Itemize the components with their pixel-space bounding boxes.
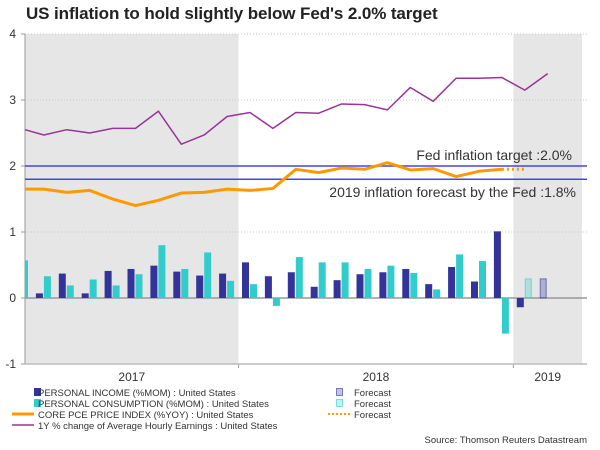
consumption-bar: [341, 262, 349, 298]
x-year-labels: 2017 2018 2019: [118, 370, 561, 384]
income-bar: [310, 286, 318, 298]
consumption-bar: [456, 254, 464, 298]
income-bar: [425, 284, 433, 298]
source-note: Source: Thomson Reuters Datastream: [425, 435, 588, 446]
reference-line-label: 2019 inflation forecast by the Fed :1.8%: [329, 184, 576, 200]
x-label-2018: 2018: [363, 370, 390, 384]
y-tick-label: 1: [9, 225, 16, 239]
y-tick-label: 4: [9, 27, 16, 41]
consumption-bar: [272, 298, 280, 306]
consumption-bar: [501, 298, 509, 334]
income-bar: [81, 293, 89, 298]
year-band-2019: [513, 34, 583, 364]
chart-title: US inflation to hold slightly below Fed'…: [26, 4, 438, 23]
income-bar: [333, 280, 341, 298]
consumption-bar: [364, 268, 372, 298]
consumption-bar: [181, 268, 189, 298]
y-tick-label: 3: [9, 93, 16, 107]
legend-label: PERSONAL CONSUMPTION (%MOM) : United Sta…: [38, 399, 269, 410]
income-bar: [448, 266, 456, 298]
y-tick-labels: 4 3 2 1 0 -1: [5, 27, 16, 371]
consumption-bar: [318, 262, 326, 298]
legend-swatch: [34, 399, 41, 407]
income-bar: [402, 268, 410, 298]
year-band-2017: [25, 34, 239, 364]
consumption-bar: [25, 260, 28, 298]
legend-forecast-swatch: [336, 399, 343, 407]
legend-label: PERSONAL INCOME (%MOM) : United States: [38, 388, 236, 399]
consumption-bar: [158, 245, 166, 298]
income-bar: [219, 273, 227, 298]
income-bar: [150, 265, 158, 298]
consumption-bar: [227, 280, 235, 298]
legend-forecast-label: Forecast: [354, 388, 391, 399]
legend-forecast-swatch: [336, 388, 343, 396]
legend-swatch: [34, 388, 41, 396]
consumption-bar: [479, 261, 486, 298]
x-label-2017: 2017: [118, 370, 145, 384]
y-tick-label: -1: [5, 357, 16, 371]
series-lines: [24, 72, 549, 208]
legend-forecast-label: Forecast: [354, 399, 391, 410]
income-bar: [127, 268, 135, 298]
core-pce-line: [25, 161, 503, 208]
income-bar: [173, 271, 181, 298]
income-bar: [471, 281, 478, 298]
reference-lines: Fed inflation target :2.0% 2019 inflation…: [25, 147, 587, 200]
income-bar: [58, 273, 66, 298]
consumption-bar: [387, 265, 395, 298]
consumption-forecast-bar: [524, 278, 532, 299]
income-bar: [196, 275, 204, 298]
legend-label: CORE PCE PRICE INDEX (%YOY) : United Sta…: [38, 410, 254, 421]
income-bar: [264, 276, 272, 298]
legend-forecast-label: Forecast: [354, 410, 391, 421]
consumption-bar: [250, 284, 257, 298]
consumption-bar: [433, 289, 441, 298]
consumption-bar: [410, 272, 418, 298]
hourly-earnings-line: [24, 72, 549, 145]
income-bar: [493, 231, 501, 298]
x-label-2019: 2019: [534, 370, 561, 384]
income-bar: [356, 274, 364, 298]
consumption-bar: [43, 276, 51, 298]
y-tick-label: 0: [9, 291, 16, 305]
income-bar: [516, 298, 524, 308]
year-bands: [25, 34, 583, 364]
income-bar: [35, 293, 43, 298]
income-bar: [379, 272, 387, 298]
consumption-bar: [295, 257, 303, 298]
bars: [25, 231, 547, 334]
reference-line-label: Fed inflation target :2.0%: [416, 147, 572, 163]
income-bar: [242, 262, 249, 298]
income-bar: [287, 272, 295, 298]
consumption-bar: [112, 285, 120, 298]
legend-label: 1Y % change of Average Hourly Earnings :…: [38, 421, 278, 432]
y-tick-label: 2: [9, 159, 16, 173]
consumption-bar: [135, 274, 143, 298]
income-bar: [104, 270, 112, 298]
income-forecast-bar: [539, 278, 547, 299]
consumption-bar: [89, 279, 97, 298]
consumption-bar: [66, 285, 74, 298]
consumption-bar: [204, 252, 212, 298]
legend: PERSONAL INCOME (%MOM) : United StatesPE…: [12, 388, 391, 432]
